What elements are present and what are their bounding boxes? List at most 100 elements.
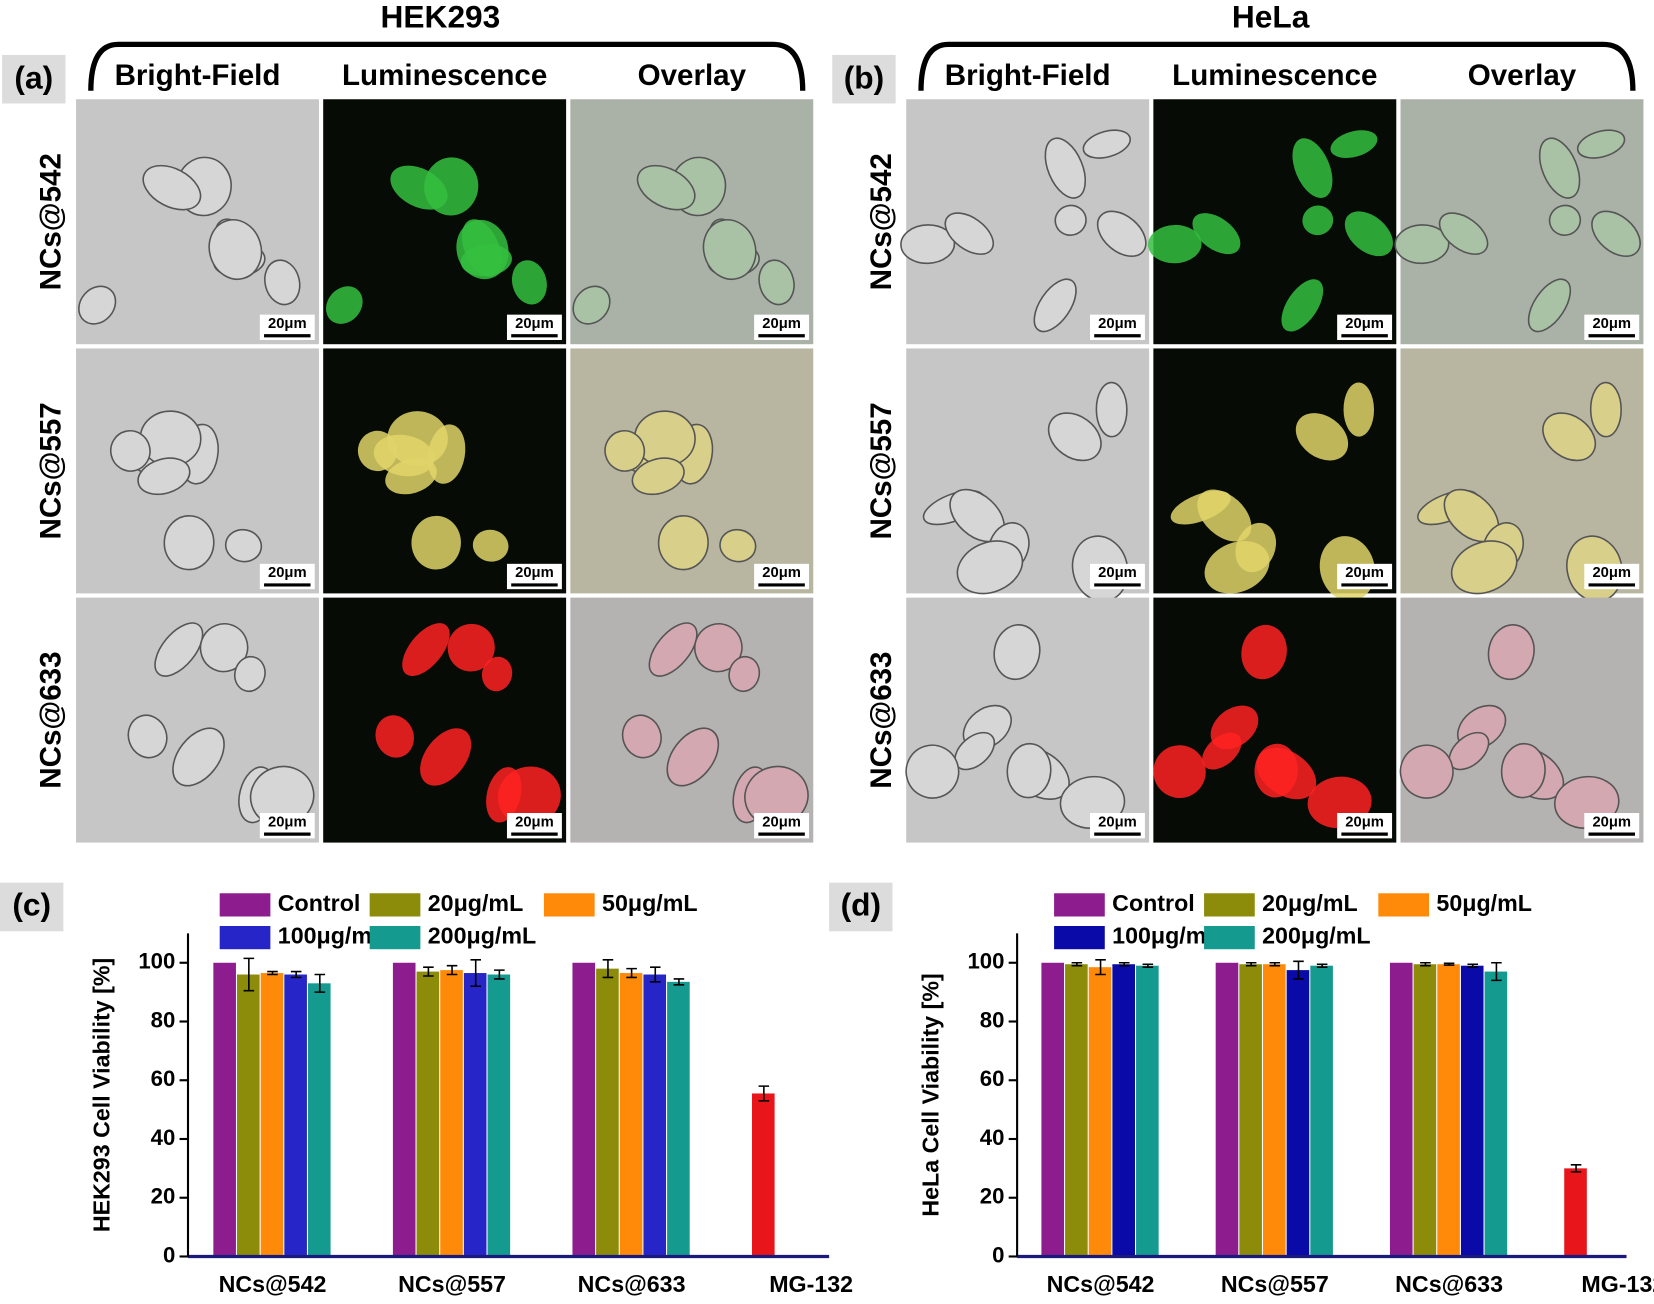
cell xyxy=(163,515,215,571)
scale-bar-label: 20μm xyxy=(762,814,801,830)
legend-swatch xyxy=(219,925,271,950)
cell xyxy=(497,766,561,826)
column-header: Luminescence xyxy=(1172,59,1377,92)
legend-swatch xyxy=(1054,893,1105,917)
error-bar xyxy=(1118,961,1130,967)
panel-title: HeLa xyxy=(1232,0,1310,34)
cell xyxy=(1343,382,1375,437)
cell xyxy=(758,259,795,306)
bar xyxy=(619,973,643,1257)
bar xyxy=(392,962,416,1257)
x-tick-label: NCs@557 xyxy=(1221,1271,1329,1297)
error-bar xyxy=(470,959,481,988)
cell xyxy=(657,515,709,571)
bar xyxy=(1286,970,1310,1257)
x-tick-label: MG-132 xyxy=(769,1271,853,1297)
cell xyxy=(357,430,398,472)
error-bar xyxy=(1316,963,1328,968)
legend-label: 200μg/mL xyxy=(428,923,536,949)
error-bar xyxy=(423,966,434,977)
error-bar xyxy=(1245,961,1257,967)
error-bar xyxy=(494,969,505,980)
cell xyxy=(127,714,168,759)
bracket xyxy=(918,41,1636,91)
error-bar xyxy=(649,966,661,983)
scale-bar-label: 20μm xyxy=(1098,316,1137,332)
cell xyxy=(456,219,509,280)
column-header: Bright-Field xyxy=(945,59,1111,92)
y-tick-label: 60 xyxy=(980,1066,1005,1091)
cell xyxy=(1044,137,1087,199)
legend-label: 200μg/mL xyxy=(1262,923,1370,949)
legend-label: Control xyxy=(278,890,361,916)
legend-swatch xyxy=(1204,925,1255,950)
cell xyxy=(944,212,994,255)
cell xyxy=(1450,540,1518,595)
cell xyxy=(481,656,513,692)
scale-bar-label: 20μm xyxy=(1345,565,1384,581)
y-tick-label: 20 xyxy=(980,1184,1005,1209)
y-axis-label: HeLa Cell Viability [%] xyxy=(918,973,944,1216)
bar xyxy=(1041,962,1065,1257)
cell xyxy=(109,429,151,472)
cell xyxy=(905,744,960,799)
cell xyxy=(78,285,117,325)
error-bar xyxy=(314,973,326,993)
cell xyxy=(208,219,263,280)
cell xyxy=(1033,278,1077,333)
y-tick-label: 0 xyxy=(992,1242,1004,1267)
scale-bar-label: 20μm xyxy=(268,814,307,830)
y-tick-label: 20 xyxy=(151,1184,176,1209)
y-tick-label: 40 xyxy=(980,1125,1005,1150)
bar xyxy=(1215,962,1239,1257)
row-label: NCs@557 xyxy=(865,402,898,539)
panel-label: (b) xyxy=(844,60,884,96)
cell xyxy=(1148,224,1202,264)
cell xyxy=(1500,742,1546,799)
bar xyxy=(1310,965,1333,1257)
column-header: Luminescence xyxy=(342,59,547,92)
cell xyxy=(325,286,363,324)
cell xyxy=(631,457,685,496)
row-label: NCs@633 xyxy=(35,652,68,789)
cell xyxy=(264,259,301,306)
cell xyxy=(1096,210,1147,257)
cell xyxy=(385,458,437,495)
legend-label: 100μg/mL xyxy=(278,923,386,949)
cell xyxy=(1576,129,1626,159)
cell xyxy=(447,623,495,672)
row-label: NCs@633 xyxy=(865,652,898,789)
cell xyxy=(993,624,1041,681)
column-header: Bright-Field xyxy=(115,59,281,92)
cell xyxy=(1095,381,1128,438)
cell xyxy=(1295,413,1349,461)
error-bar xyxy=(1491,961,1502,982)
cell xyxy=(1281,279,1324,332)
x-tick-label: NCs@633 xyxy=(578,1271,686,1297)
bar xyxy=(463,973,487,1257)
cell xyxy=(224,528,263,563)
error-bar xyxy=(1293,960,1304,980)
cell xyxy=(604,429,646,472)
scale-bar-label: 20μm xyxy=(1098,814,1137,830)
bar xyxy=(1239,964,1262,1257)
error-bar xyxy=(673,978,685,986)
error-bar xyxy=(626,967,637,979)
cell xyxy=(1302,205,1334,236)
y-tick-label: 80 xyxy=(151,1007,176,1032)
cell xyxy=(402,623,450,677)
y-tick-label: 100 xyxy=(138,949,175,974)
error-bar xyxy=(1467,963,1479,968)
error-bar xyxy=(1071,961,1083,967)
legend-swatch xyxy=(1054,925,1105,950)
y-tick-label: 60 xyxy=(151,1066,176,1091)
x-tick-label: NCs@542 xyxy=(219,1271,327,1297)
panel-label-bg xyxy=(2,54,66,104)
error-bar xyxy=(243,957,255,992)
x-tick-label: NCs@633 xyxy=(1395,1271,1503,1297)
cell xyxy=(1399,744,1454,799)
scale-bar-label: 20μm xyxy=(515,565,554,581)
legend-swatch xyxy=(1204,893,1255,917)
error-bar xyxy=(1095,959,1106,976)
legend-label: 50μg/mL xyxy=(602,890,698,916)
